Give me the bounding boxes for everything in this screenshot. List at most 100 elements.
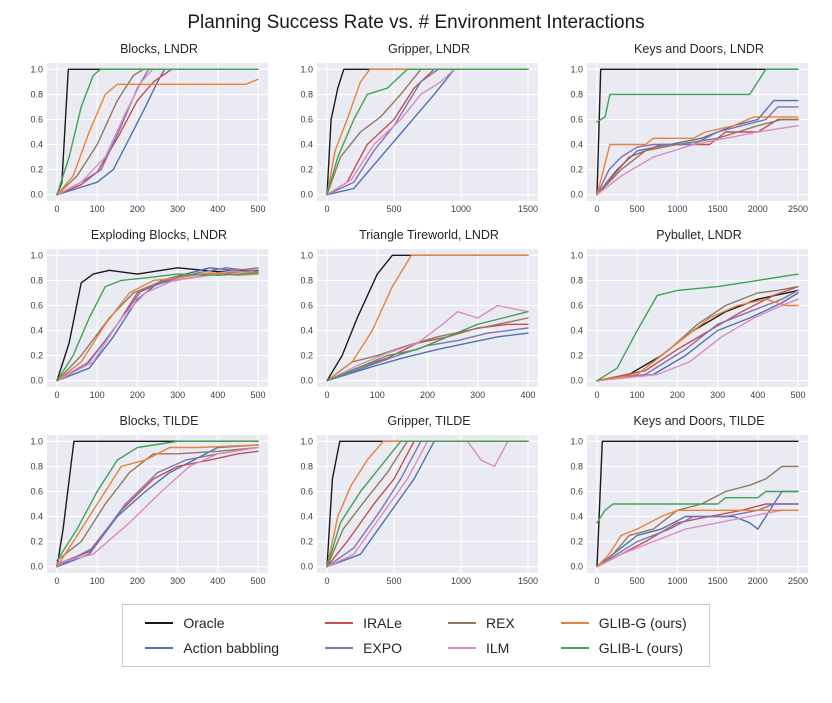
svg-text:1.0: 1.0	[30, 436, 43, 446]
figure: Planning Success Rate vs. # Environment …	[6, 0, 826, 667]
chart-canvas: 0.0 0.2 0.4 0.6 0.8 1.0 0 100 200 300 400	[300, 249, 538, 400]
glib-l-line-swatch	[560, 647, 589, 649]
svg-text:0: 0	[54, 390, 59, 400]
chart-canvas: 0.0 0.2 0.4 0.6 0.8 1.0 0 500 1000 1500	[300, 435, 538, 586]
svg-text:0.6: 0.6	[30, 115, 43, 125]
svg-text:0.6: 0.6	[570, 487, 583, 497]
svg-text:0.8: 0.8	[570, 89, 583, 99]
svg-text:0: 0	[594, 576, 599, 586]
svg-text:400: 400	[210, 576, 225, 586]
svg-text:1000: 1000	[451, 204, 471, 214]
svg-text:0.6: 0.6	[300, 301, 313, 311]
chart-canvas: 0.0 0.2 0.4 0.6 0.8 1.0 0 100 200 300 400 500	[30, 435, 268, 586]
svg-text:0: 0	[54, 204, 59, 214]
svg-text:1.0: 1.0	[570, 250, 583, 260]
svg-text:500: 500	[790, 390, 805, 400]
svg-text:0.4: 0.4	[30, 512, 43, 522]
svg-text:500: 500	[250, 204, 265, 214]
svg-text:300: 300	[170, 576, 185, 586]
svg-text:0.2: 0.2	[30, 351, 43, 361]
svg-text:2000: 2000	[748, 576, 768, 586]
legend-item-glib-g: GLIB-G (ours)	[560, 615, 687, 631]
svg-text:0.8: 0.8	[570, 461, 583, 471]
subplot-title: Gripper, LNDR	[388, 42, 470, 56]
legend-label: EXPO	[363, 640, 402, 656]
svg-text:0: 0	[594, 204, 599, 214]
subplot-exploding-blocks-lndr: Exploding Blocks, LNDR 0.0 0.2 0.4 0.6 0.8 1.…	[11, 228, 281, 404]
svg-text:400: 400	[210, 204, 225, 214]
legend-label: Oracle	[183, 615, 225, 631]
svg-text:400: 400	[520, 390, 535, 400]
figure-title: Planning Success Rate vs. # Environment …	[187, 12, 645, 33]
svg-text:0: 0	[324, 390, 329, 400]
svg-text:400: 400	[750, 390, 765, 400]
subplot-triangle-tireworld-lndr: Triangle Tireworld, LNDR 0.0 0.2 0.4 0.6 0.8…	[281, 228, 551, 404]
chart-canvas: 0.0 0.2 0.4 0.6 0.8 1.0 0 500 1000 1500 2000 2500	[570, 63, 808, 214]
svg-text:0.4: 0.4	[30, 326, 43, 336]
legend-label: IRALe	[363, 615, 402, 631]
svg-text:0.4: 0.4	[570, 140, 583, 150]
legend-item-ilm: ILM	[447, 640, 515, 656]
svg-text:100: 100	[90, 576, 105, 586]
svg-text:0.2: 0.2	[300, 537, 313, 547]
subplot-blocks-tilde: Blocks, TILDE 0.0 0.2 0.4 0.6 0.8 1.0 0 100 200 3…	[11, 414, 281, 590]
legend-label: GLIB-L (ours)	[598, 640, 684, 656]
svg-text:1.0: 1.0	[30, 64, 43, 74]
svg-text:200: 200	[130, 204, 145, 214]
chart-canvas: 0.0 0.2 0.4 0.6 0.8 1.0 0 500 1000 1500 2000 2500	[570, 435, 808, 586]
svg-text:0.4: 0.4	[300, 512, 313, 522]
svg-text:0.6: 0.6	[300, 115, 313, 125]
svg-text:0.8: 0.8	[30, 461, 43, 471]
svg-text:100: 100	[90, 390, 105, 400]
svg-text:500: 500	[386, 576, 401, 586]
subplot-gripper-tilde: Gripper, TILDE 0.0 0.2 0.4 0.6 0.8 1.0 0 500 100…	[281, 414, 551, 590]
subplot-title: Blocks, TILDE	[119, 414, 199, 428]
svg-text:100: 100	[370, 390, 385, 400]
svg-text:400: 400	[210, 390, 225, 400]
ilm-line-swatch	[447, 647, 476, 649]
svg-text:0.0: 0.0	[300, 562, 313, 572]
svg-text:1.0: 1.0	[300, 64, 313, 74]
svg-text:0: 0	[54, 576, 59, 586]
subplot-title: Gripper, TILDE	[387, 414, 471, 428]
action-babbling-line-swatch	[145, 647, 174, 649]
svg-text:0.0: 0.0	[30, 376, 43, 386]
svg-text:0.0: 0.0	[570, 376, 583, 386]
subplot-keys-doors-lndr: Keys and Doors, LNDR 0.0 0.2 0.4 0.6 0.8 1.0 0…	[551, 42, 821, 218]
svg-text:1500: 1500	[708, 204, 728, 214]
svg-text:0.2: 0.2	[30, 537, 43, 547]
svg-text:0.0: 0.0	[30, 562, 43, 572]
svg-text:0.8: 0.8	[300, 275, 313, 285]
svg-text:0.8: 0.8	[30, 89, 43, 99]
subplot-title: Keys and Doors, LNDR	[634, 42, 764, 56]
legend-item-oracle: Oracle	[145, 615, 279, 631]
legend-label: REX	[485, 615, 515, 631]
svg-text:1500: 1500	[708, 576, 728, 586]
svg-text:0.4: 0.4	[300, 140, 313, 150]
svg-text:100: 100	[630, 390, 645, 400]
svg-text:200: 200	[670, 390, 685, 400]
legend-item-rex: REX	[447, 615, 515, 631]
expo-line-swatch	[325, 647, 354, 649]
svg-text:0.0: 0.0	[300, 376, 313, 386]
legend-item-irale: IRALe	[325, 615, 402, 631]
svg-text:2000: 2000	[748, 204, 768, 214]
subplot-title: Keys and Doors, TILDE	[633, 414, 765, 428]
svg-text:0: 0	[324, 204, 329, 214]
svg-text:500: 500	[386, 204, 401, 214]
legend-label: GLIB-G (ours)	[598, 615, 687, 631]
svg-text:0: 0	[324, 576, 329, 586]
svg-text:0.6: 0.6	[300, 487, 313, 497]
svg-text:0: 0	[594, 390, 599, 400]
chart-canvas: 0.0 0.2 0.4 0.6 0.8 1.0 0 100 200 300 400 500	[30, 249, 268, 400]
svg-text:200: 200	[130, 576, 145, 586]
subplot-blocks-lndr: Blocks, LNDR 0.0 0.2 0.4 0.6 0.8 1.0 0 100 200 30…	[11, 42, 281, 218]
oracle-line-swatch	[145, 622, 174, 624]
svg-text:0.2: 0.2	[30, 165, 43, 175]
svg-text:1500: 1500	[518, 576, 538, 586]
svg-text:0.8: 0.8	[570, 275, 583, 285]
svg-text:1500: 1500	[518, 204, 538, 214]
svg-text:200: 200	[130, 390, 145, 400]
svg-text:0.4: 0.4	[570, 326, 583, 336]
svg-text:0.4: 0.4	[570, 512, 583, 522]
